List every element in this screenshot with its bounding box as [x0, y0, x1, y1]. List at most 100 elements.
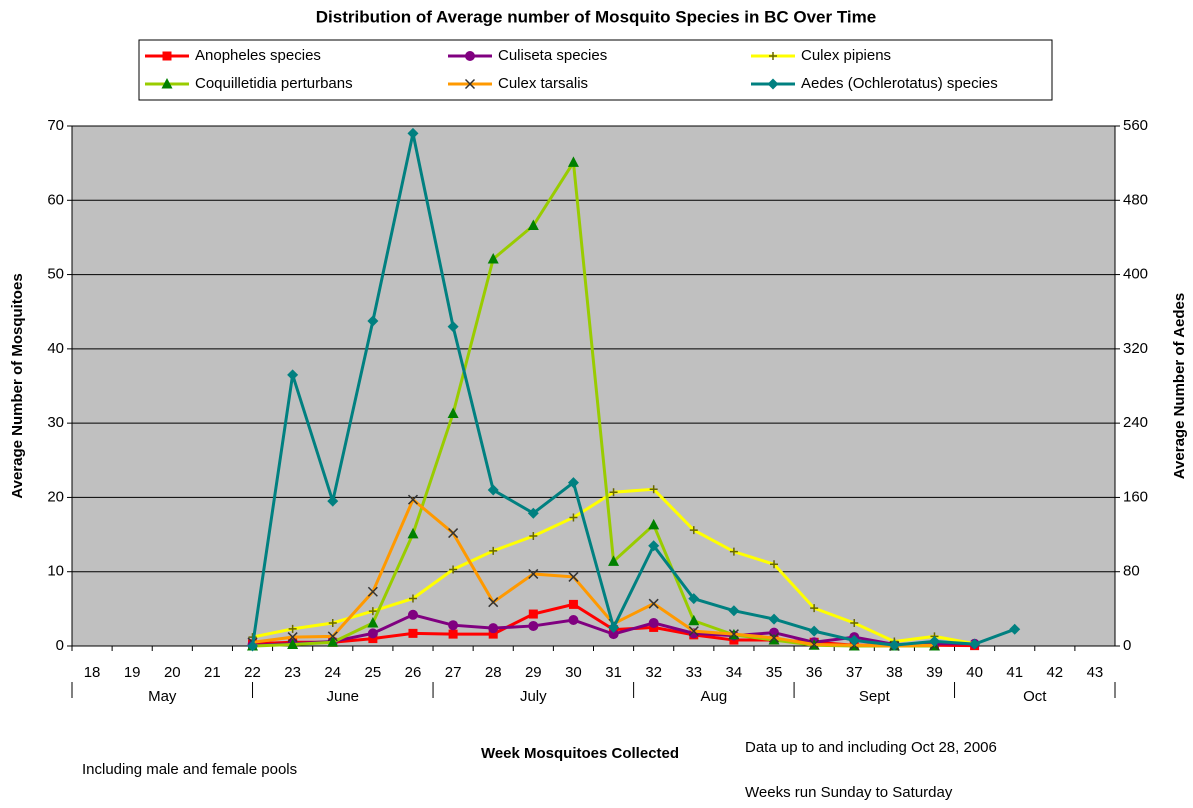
data-point — [609, 488, 618, 497]
data-point — [368, 634, 378, 644]
data-point — [809, 639, 820, 650]
legend-marker — [464, 78, 476, 90]
data-point — [928, 635, 940, 647]
data-point — [689, 526, 698, 535]
legend-label: Culex tarsalis — [498, 75, 588, 92]
y-tick-label: 50 — [47, 266, 64, 283]
data-point — [407, 127, 419, 139]
data-point — [648, 518, 660, 530]
data-point — [848, 634, 860, 646]
data-point — [528, 620, 539, 631]
data-point — [408, 628, 418, 638]
data-point — [488, 623, 499, 634]
data-point — [288, 624, 297, 633]
data-point — [567, 477, 579, 489]
y2-tick-label: 0 — [1123, 637, 1131, 654]
data-point — [448, 620, 459, 631]
plot-area — [72, 126, 1115, 646]
data-point — [448, 528, 459, 539]
x-tick-label: 34 — [726, 664, 743, 681]
y-tick-label: 30 — [47, 414, 64, 431]
x-tick-label: 27 — [445, 664, 462, 681]
legend-label: Culiseta species — [498, 47, 607, 64]
data-point — [648, 540, 660, 552]
x-tick-label: 23 — [284, 664, 301, 681]
x-tick-label: 33 — [685, 664, 702, 681]
data-point — [1009, 623, 1021, 635]
annotation: Including male and female pools — [82, 761, 297, 778]
data-point — [327, 631, 338, 642]
data-point — [528, 568, 539, 579]
chart-title: Distribution of Average number of Mosqui… — [316, 7, 876, 26]
x-tick-label: 25 — [365, 664, 382, 681]
y2-tick-label: 560 — [1123, 117, 1148, 134]
data-point — [969, 638, 981, 650]
y2-tick-label: 400 — [1123, 266, 1148, 283]
x-tick-label: 22 — [244, 664, 261, 681]
data-point — [447, 407, 459, 418]
data-point — [529, 532, 538, 541]
data-point — [407, 494, 419, 505]
x-tick-label: 26 — [405, 664, 422, 681]
annotation: Weeks run Sunday to Saturday — [745, 784, 953, 801]
month-label: Oct — [1023, 688, 1047, 705]
y-tick-label: 20 — [47, 488, 64, 505]
x-tick-label: 35 — [766, 664, 783, 681]
series-line — [252, 497, 935, 648]
x-axis-label: Week Mosquitoes Collected — [481, 745, 679, 762]
data-point — [729, 547, 738, 556]
y2-tick-label: 240 — [1123, 414, 1148, 431]
month-label: May — [148, 688, 177, 705]
data-point — [367, 315, 379, 327]
x-tick-label: 38 — [886, 664, 903, 681]
data-point — [368, 607, 377, 616]
x-tick-label: 24 — [324, 664, 341, 681]
data-point — [810, 604, 819, 613]
data-point — [768, 613, 780, 625]
data-point — [728, 605, 740, 617]
data-point — [649, 485, 658, 494]
data-point — [527, 219, 539, 231]
data-point — [568, 615, 579, 625]
data-point — [367, 586, 378, 597]
data-point — [367, 616, 379, 628]
legend-marker — [769, 52, 777, 60]
data-point — [688, 593, 700, 605]
y2-tick-label: 480 — [1123, 191, 1148, 208]
data-point — [367, 628, 378, 639]
y2-tick-label: 160 — [1123, 488, 1148, 505]
y-tick-label: 70 — [47, 117, 64, 134]
data-point — [728, 629, 739, 640]
x-tick-label: 41 — [1006, 664, 1023, 681]
data-point — [568, 599, 578, 609]
data-point — [688, 626, 699, 637]
x-tick-label: 28 — [485, 664, 502, 681]
data-point — [328, 618, 337, 627]
y-tick-label: 0 — [56, 637, 64, 654]
data-point — [608, 629, 619, 640]
legend-marker — [161, 78, 173, 89]
x-tick-label: 31 — [605, 664, 622, 681]
x-tick-label: 37 — [846, 664, 863, 681]
month-label: Aug — [700, 688, 727, 705]
data-point — [569, 513, 578, 522]
data-point — [688, 614, 700, 626]
data-point — [407, 609, 418, 620]
month-label: Sept — [859, 688, 891, 705]
legend-marker — [162, 51, 172, 61]
series-line — [251, 133, 1016, 647]
y2-tick-label: 320 — [1123, 340, 1148, 357]
x-tick-label: 29 — [525, 664, 542, 681]
legend-label: Aedes (Ochlerotatus) species — [801, 75, 998, 92]
data-point — [449, 565, 458, 574]
data-point — [528, 609, 538, 619]
y2-axis-label: Average Number of Aedes — [1171, 293, 1188, 479]
legend-marker — [465, 51, 475, 61]
data-point — [648, 617, 659, 628]
y-tick-label: 60 — [47, 191, 64, 208]
legend — [138, 39, 1053, 101]
data-point — [527, 507, 539, 519]
data-point — [608, 621, 620, 633]
data-point — [888, 639, 900, 651]
